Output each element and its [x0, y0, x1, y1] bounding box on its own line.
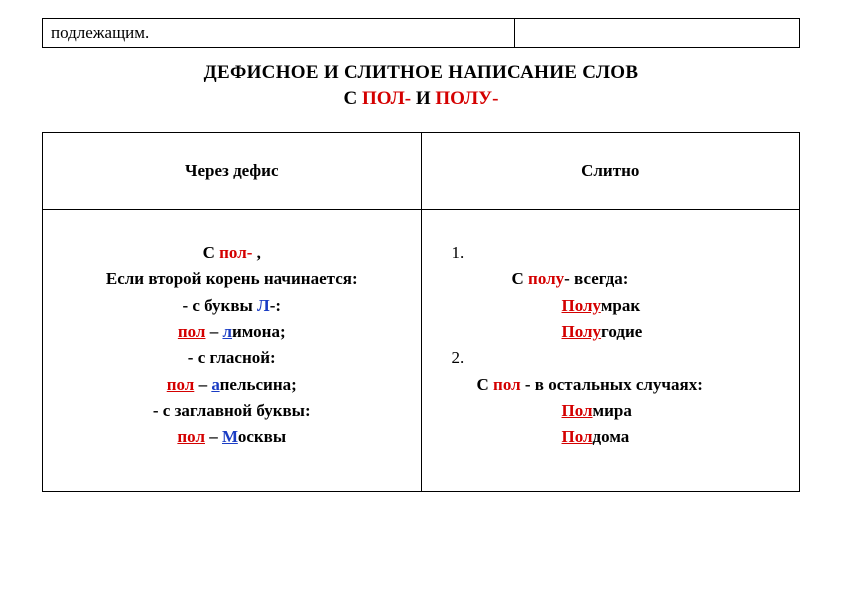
- title-polu: ПОЛУ-: [435, 88, 498, 109]
- bullet-l-dash: -:: [270, 296, 281, 315]
- rex2-polu: Полу: [562, 322, 602, 341]
- top-left-text: подлежащим.: [51, 23, 149, 42]
- rules-table: Через дефис Слитно С пол- , Если второй …: [42, 132, 800, 492]
- top-header-box: подлежащим.: [42, 18, 800, 48]
- ex3-pol: пол: [177, 427, 205, 446]
- cell-together: 1. С полу- всегда: Полумрак Полугодие 2.…: [421, 210, 800, 492]
- bullet-l-pre: - с буквы: [182, 296, 257, 315]
- bullet-vowel: - с гласной:: [63, 345, 401, 371]
- rex3-pol: Пол: [562, 401, 593, 420]
- header-right: Слитно: [421, 133, 800, 210]
- r1-polu: полу: [528, 269, 564, 288]
- title-pol: ПОЛ-: [362, 88, 411, 109]
- r2-rest: - в остальных случаях:: [521, 375, 703, 394]
- num-2: 2.: [452, 345, 780, 371]
- bullet-l-letter: Л: [257, 296, 270, 315]
- r1-s: С: [512, 269, 529, 288]
- rex1-rest: мрак: [601, 296, 640, 315]
- ex3-rest: осквы: [238, 427, 286, 446]
- num-1: 1.: [452, 240, 780, 266]
- ex1-dash: –: [205, 322, 222, 341]
- ex1-l: л: [222, 322, 232, 341]
- left-comma: ,: [252, 243, 261, 262]
- rex2-rest: годие: [601, 322, 642, 341]
- r1-rest: - всегда:: [564, 269, 628, 288]
- title-pre: С: [344, 88, 362, 109]
- title-line2: С ПОЛ- И ПОЛУ-: [42, 88, 800, 110]
- cell-hyphen: С пол- , Если второй корень начинается: …: [43, 210, 422, 492]
- r2-s: С: [477, 375, 494, 394]
- ex1-rest: имона;: [232, 322, 286, 341]
- ex2-rest: пельсина;: [220, 375, 297, 394]
- top-right-cell: [515, 19, 799, 47]
- left-rule: Если второй корень начинается:: [63, 266, 401, 292]
- ex3-m: М: [222, 427, 238, 446]
- top-left-cell: подлежащим.: [43, 19, 515, 47]
- bullet-cap: - с заглавной буквы:: [63, 398, 401, 424]
- rex4-pol: Пол: [562, 427, 593, 446]
- left-pol: пол-: [219, 243, 252, 262]
- ex2-dash: –: [194, 375, 211, 394]
- ex3-dash: –: [205, 427, 222, 446]
- rex4-rest: дома: [593, 427, 630, 446]
- title-mid: И: [411, 88, 435, 109]
- title-line1: ДЕФИСНОЕ И СЛИТНОЕ НАПИСАНИЕ СЛОВ: [42, 62, 800, 84]
- header-left: Через дефис: [43, 133, 422, 210]
- ex2-a: а: [211, 375, 219, 394]
- rex1-polu: Полу: [562, 296, 601, 315]
- left-s: С: [203, 243, 220, 262]
- title-block: ДЕФИСНОЕ И СЛИТНОЕ НАПИСАНИЕ СЛОВ С ПОЛ-…: [42, 62, 800, 110]
- ex2-pol: пол: [167, 375, 195, 394]
- rex3-rest: мира: [593, 401, 632, 420]
- r2-pol: пол: [493, 375, 521, 394]
- ex1-pol: пол: [178, 322, 206, 341]
